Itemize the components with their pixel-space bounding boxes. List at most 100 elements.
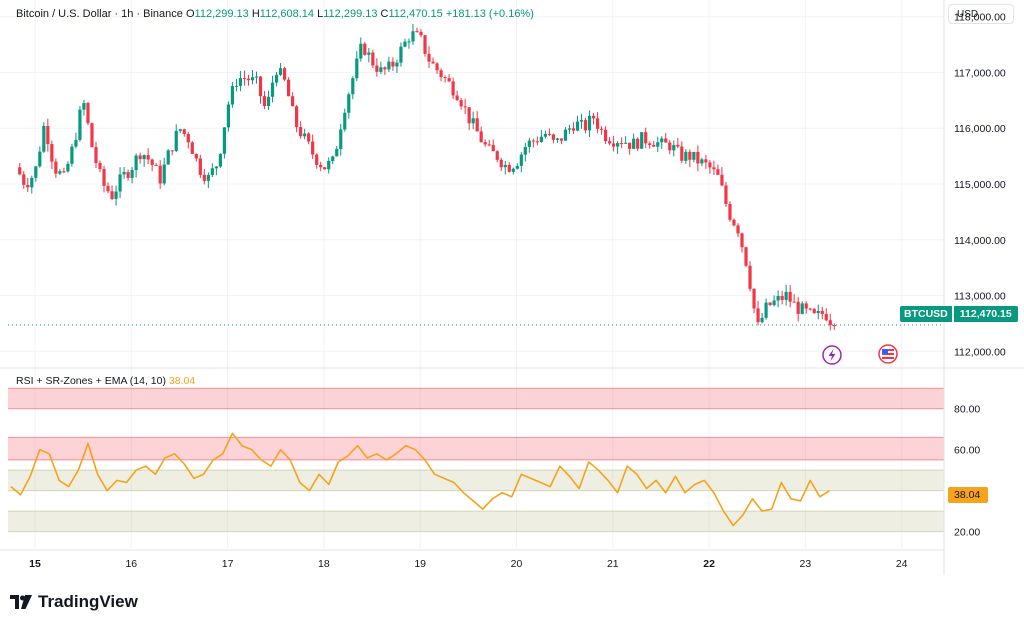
- candle-body: [130, 170, 134, 178]
- candle-body: [688, 151, 692, 160]
- price-tag-price: 112,470.15: [953, 306, 1018, 322]
- candle-body: [788, 291, 792, 302]
- candle-body: [475, 118, 479, 132]
- us-flag-icon[interactable]: [878, 344, 898, 364]
- candle-body: [559, 138, 564, 141]
- change-value: +181.13 (+0.16%): [445, 8, 534, 20]
- candle-body: [359, 43, 363, 59]
- candle-body: [612, 143, 616, 147]
- candle-body: [202, 174, 206, 181]
- candle-body: [595, 118, 600, 129]
- candle-body: [527, 140, 531, 147]
- rsi-tick-label: 60.00: [954, 445, 980, 457]
- candle-body: [724, 185, 728, 204]
- candle-body: [752, 288, 756, 309]
- candle-body: [539, 136, 543, 143]
- rsi-zone: [8, 470, 944, 491]
- candle-body: [375, 65, 379, 72]
- candle-body: [286, 79, 291, 97]
- candle-body: [194, 153, 198, 159]
- candle-body: [523, 146, 527, 155]
- symbol-title[interactable]: Bitcoin / U.S. Dollar · 1h · Binance: [16, 8, 183, 20]
- candle-body: [102, 169, 106, 186]
- candle-body: [487, 144, 491, 146]
- tradingview-logo[interactable]: TradingView: [10, 592, 138, 612]
- candle-body: [684, 151, 688, 161]
- candle-body: [282, 68, 287, 80]
- price-tick-label: 118,000.00: [954, 12, 1006, 24]
- candle-body: [760, 317, 764, 323]
- candle-body: [467, 107, 471, 124]
- currency-selector[interactable]: USD: [948, 4, 1014, 24]
- candle-body: [54, 161, 58, 174]
- candle-body: [327, 160, 331, 170]
- candle-body: [74, 139, 78, 147]
- close-value: 112,470.15: [388, 8, 443, 20]
- candle-body: [94, 147, 98, 163]
- time-tick-label: 19: [414, 558, 426, 570]
- candle-body: [652, 144, 656, 147]
- candle-body: [620, 143, 624, 145]
- candle-body: [170, 150, 174, 152]
- candle-body: [403, 41, 407, 47]
- candle-body: [355, 58, 359, 79]
- candle-body: [547, 133, 552, 135]
- candle-body: [158, 165, 162, 184]
- candle-body: [499, 159, 503, 168]
- rsi-header[interactable]: RSI + SR-Zones + EMA (14, 10) 38.04: [16, 375, 195, 387]
- candle-body: [363, 43, 367, 55]
- candle-body: [323, 167, 327, 170]
- candle-body: [126, 172, 130, 178]
- candle-body: [66, 163, 70, 172]
- x-axis-labels: 15 16 17 18 19 20 21 22 23 24: [29, 558, 908, 570]
- candle-body: [800, 303, 804, 314]
- candle-body: [748, 265, 752, 289]
- candle-body: [535, 141, 539, 143]
- candle-body: [439, 70, 443, 78]
- time-tick-label: 16: [125, 558, 137, 570]
- candle-body: [423, 35, 427, 54]
- candle-body: [640, 132, 644, 149]
- price-tag-symbol: BTCUSD: [900, 306, 952, 322]
- candle-body: [555, 138, 560, 140]
- candle-body: [299, 127, 303, 137]
- candle-body: [780, 295, 784, 300]
- candle-body: [804, 303, 808, 309]
- rsi-title: RSI + SR-Zones + EMA (14, 10): [16, 375, 166, 387]
- candle-body: [507, 164, 511, 172]
- candle-body: [58, 171, 62, 174]
- time-tick-label: 20: [511, 558, 523, 570]
- tradingview-logo-icon: [10, 595, 32, 609]
- candle-body: [603, 129, 608, 142]
- price-tick-label: 112,000.00: [954, 346, 1006, 358]
- candle-body: [178, 129, 182, 131]
- candle-body: [182, 129, 186, 134]
- candle-body: [692, 151, 696, 160]
- candle-body: [242, 78, 247, 80]
- candle-body: [303, 133, 307, 137]
- candle-body: [704, 159, 708, 163]
- candle-body: [311, 141, 315, 155]
- candle-body: [435, 63, 439, 71]
- candle-body: [419, 31, 423, 36]
- candle-body: [351, 78, 355, 95]
- price-tick-label: 114,000.00: [954, 235, 1006, 247]
- candle-body: [246, 78, 251, 81]
- candle-body: [820, 310, 824, 315]
- open-label: O: [185, 8, 195, 20]
- candle-body: [210, 168, 214, 175]
- time-tick-label: 18: [318, 558, 330, 570]
- candle-body: [415, 31, 419, 33]
- candle-body: [644, 132, 648, 144]
- lightning-icon[interactable]: [822, 345, 842, 365]
- candle-body: [222, 127, 226, 154]
- candle-body: [768, 302, 772, 306]
- candle-body: [142, 155, 146, 160]
- candle-body: [531, 140, 535, 142]
- candle-body: [764, 302, 768, 318]
- candle-body: [816, 310, 820, 314]
- candle-body: [443, 77, 447, 79]
- candle-body: [198, 158, 202, 175]
- rsi-zone: [8, 511, 944, 532]
- candle-body: [832, 325, 836, 327]
